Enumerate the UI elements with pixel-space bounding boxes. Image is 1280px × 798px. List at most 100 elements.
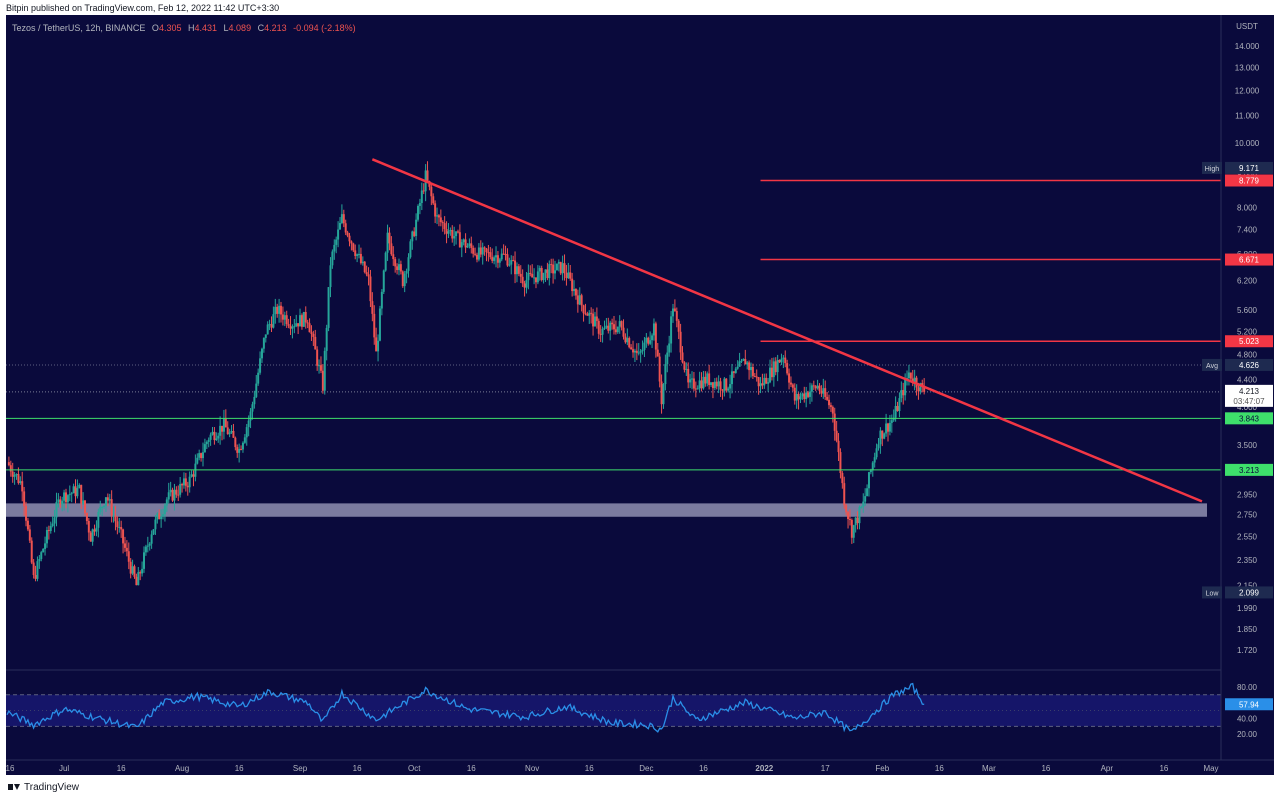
candle-body — [445, 228, 448, 234]
candle-body — [496, 255, 499, 263]
candle-body — [533, 277, 536, 279]
candle-body — [711, 382, 714, 389]
candle-body — [377, 340, 380, 352]
candle-body — [198, 453, 201, 458]
candle-body — [822, 388, 825, 394]
candle-body — [593, 316, 596, 327]
candle-body — [226, 427, 229, 435]
candle-body — [7, 462, 10, 466]
candle-body — [371, 301, 374, 314]
candle-body — [61, 500, 64, 505]
candle-body — [609, 322, 612, 331]
candle-body — [390, 243, 393, 255]
candle-body — [552, 264, 555, 274]
candle-body — [525, 280, 528, 288]
price-tick-label: 12.000 — [1235, 87, 1260, 96]
candle-body — [337, 229, 340, 240]
rsi-line — [6, 682, 925, 733]
candle-body — [778, 359, 781, 363]
candle-body — [742, 358, 745, 361]
time-tick-label: 16 — [117, 764, 126, 773]
candle-body — [666, 352, 669, 365]
candle-body — [740, 360, 743, 362]
candle-body — [82, 500, 85, 504]
time-axis-background — [6, 760, 1274, 775]
time-tick-label: 16 — [235, 764, 244, 773]
candle-body — [228, 432, 231, 435]
candle-body — [413, 231, 416, 236]
candle-body — [479, 247, 482, 255]
candle-body — [485, 248, 488, 253]
candle-body — [110, 499, 113, 516]
candle-body — [911, 378, 914, 383]
badge-label-low: Low — [1206, 590, 1220, 597]
candle-body — [639, 351, 642, 353]
chart-background — [6, 15, 1274, 775]
rsi-tick-label: 20.00 — [1237, 730, 1258, 739]
price-tick-label: 6.200 — [1237, 277, 1258, 286]
candle-body — [791, 384, 794, 388]
candle-body — [616, 326, 619, 333]
candle-body — [721, 389, 724, 391]
candle-body — [40, 552, 43, 560]
candle-body — [649, 340, 652, 344]
candle-body — [123, 543, 126, 548]
candle-body — [527, 272, 530, 281]
candle-body — [154, 519, 157, 530]
candle-body — [137, 572, 140, 586]
candle-body — [892, 417, 895, 421]
candle-body — [683, 362, 686, 370]
price-tick-label: 11.000 — [1235, 112, 1259, 121]
candle-body — [392, 254, 395, 260]
candle-body — [554, 270, 557, 274]
candle-body — [278, 305, 281, 314]
candle-body — [186, 485, 189, 488]
candle-body — [253, 396, 256, 405]
candle-body — [462, 239, 465, 243]
candle-body — [643, 342, 646, 350]
candle-body — [240, 448, 243, 450]
symbol-info: Tezos / TetherUS, 12h, BINANCE O4.305 H4… — [12, 23, 356, 33]
candle-body — [464, 239, 467, 248]
candle-body — [704, 376, 707, 384]
candle-body — [70, 493, 73, 495]
chart-panel[interactable]: Tezos / TetherUS, 12h, BINANCE O4.305 H4… — [6, 15, 1274, 775]
candle-body — [729, 384, 732, 389]
current-price-countdown: 03:47:07 — [1233, 397, 1265, 406]
candle-body — [386, 232, 389, 253]
candle-body — [36, 561, 39, 579]
price-tick-label: 10.000 — [1235, 139, 1260, 148]
candle-body — [565, 272, 568, 279]
candle-body — [358, 253, 361, 255]
candlestick-chart[interactable]: Tezos / TetherUS, 12h, BINANCE O4.305 H4… — [6, 15, 1274, 775]
candle-body — [833, 413, 836, 431]
candle-body — [373, 313, 376, 338]
descending-trendline — [371, 158, 1203, 503]
candle-body — [361, 261, 364, 264]
candle-body — [774, 361, 777, 373]
rsi-pane — [6, 669, 1221, 733]
candle-body — [651, 335, 654, 341]
candle-body — [396, 266, 399, 271]
candle-body — [801, 393, 804, 397]
candle-body — [302, 311, 305, 327]
candle-body — [306, 322, 309, 324]
candle-body — [569, 272, 572, 279]
candle-body — [816, 385, 819, 389]
candle-body — [249, 411, 252, 421]
candle-body — [750, 367, 753, 371]
candle-body — [430, 186, 433, 197]
support-tag-2-box — [1225, 463, 1273, 476]
candle-body — [55, 501, 58, 518]
candle-body — [506, 254, 509, 266]
candle-body — [491, 257, 494, 261]
candle-body — [597, 320, 600, 334]
time-axis[interactable]: 16 Jul 16 Aug 16 Sep 16 Oct 16 Nov 16 Dec 16 2022 17 Fe… — [6, 759, 1274, 775]
time-tick-label: Jul — [59, 764, 69, 773]
symbol-name: Tezos / TetherUS, 12h, BINANCE — [12, 23, 145, 33]
candle-body — [11, 471, 14, 477]
candle-body — [652, 323, 655, 336]
price-axis[interactable]: USDT14.00013.00012.00011.00010.0009.0008… — [1202, 15, 1274, 760]
candle-body — [97, 512, 100, 528]
price-tick-label: 2.950 — [1237, 490, 1258, 499]
